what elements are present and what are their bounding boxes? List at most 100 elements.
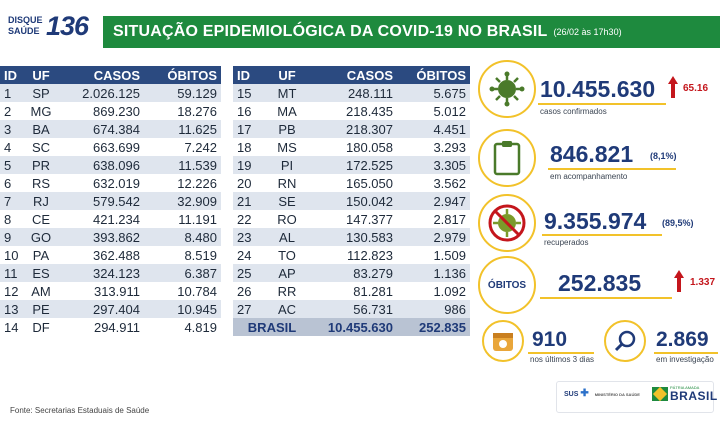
table-row: 6 RS 632.019 12.226 (0, 174, 221, 192)
row-uf: MG (24, 102, 58, 120)
row-obitos: 4.451 (397, 120, 470, 138)
row-id: 1 (0, 84, 24, 102)
row-uf: AM (24, 282, 58, 300)
row-casos: 2.026.125 (58, 84, 144, 102)
row-casos: 112.823 (311, 246, 397, 264)
underline-bar (528, 352, 594, 354)
stat-confirmados: 10.455.630 65.16 casos confirmados (478, 56, 720, 122)
row-casos: 632.019 (58, 174, 144, 192)
row-uf: SC (24, 138, 58, 156)
total-obitos: 252.835 (397, 318, 470, 336)
table-row: 21 SE 150.042 2.947 (233, 192, 470, 210)
row-id: 10 (0, 246, 24, 264)
recuperados-label: recuperados (544, 238, 589, 247)
row-uf: RN (263, 174, 311, 192)
underline-bar (548, 168, 676, 170)
table-row: 18 MS 180.058 3.293 (233, 138, 470, 156)
row-casos: 313.911 (58, 282, 144, 300)
col-id: ID (0, 66, 24, 84)
row-id: 4 (0, 138, 24, 156)
row-casos: 172.525 (311, 156, 397, 174)
row-id: 18 (233, 138, 263, 156)
states-table-left: ID UF CASOS ÓBITOS 1 SP 2.026.125 59.129 2 MG… (0, 66, 221, 336)
table-row: 20 RN 165.050 3.562 (233, 174, 470, 192)
row-id: 6 (0, 174, 24, 192)
stat-recuperados: 9.355.974 (89,5%) recuperados (478, 192, 720, 254)
recuperados-value: 9.355.974 (544, 208, 647, 234)
col-uf: UF (24, 66, 58, 84)
row-obitos: 2.947 (397, 192, 470, 210)
table-row: 13 PE 297.404 10.945 (0, 300, 221, 318)
row-casos: 165.050 (311, 174, 397, 192)
table-row: 17 PB 218.307 4.451 (233, 120, 470, 138)
row-obitos: 3.293 (397, 138, 470, 156)
title-bar: SITUAÇÃO EPIDEMIOLÓGICA DA COVID-19 NO B… (103, 16, 720, 48)
row-obitos: 11.625 (144, 120, 221, 138)
row-obitos: 6.387 (144, 264, 221, 282)
clipboard-icon (478, 129, 536, 187)
row-id: 5 (0, 156, 24, 174)
row-casos: 324.123 (58, 264, 144, 282)
table-row: 27 AC 56.731 986 (233, 300, 470, 318)
stat-obitos: ÓBITOS 252.835 1.337 (478, 256, 720, 314)
row-id: 15 (233, 84, 263, 102)
row-id: 9 (0, 228, 24, 246)
row-casos: 218.435 (311, 102, 397, 120)
row-casos: 83.279 (311, 264, 397, 282)
flag-icon (652, 387, 668, 401)
table-row: 4 SC 663.699 7.242 (0, 138, 221, 156)
row-uf: SP (24, 84, 58, 102)
row-id: 7 (0, 192, 24, 210)
row-uf: PB (263, 120, 311, 138)
table-row: 14 DF 294.911 4.819 (0, 318, 221, 336)
increase-arrow-icon (674, 270, 684, 292)
row-obitos: 1.509 (397, 246, 470, 264)
obitos-value: 252.835 (558, 270, 642, 296)
col-obitos: ÓBITOS (397, 66, 470, 84)
row-id: 2 (0, 102, 24, 120)
row-uf: CE (24, 210, 58, 228)
row-casos: 218.307 (311, 120, 397, 138)
row-uf: PI (263, 156, 311, 174)
plus-icon: ✚ (580, 388, 589, 399)
ultimos-label: nos últimos 3 dias (530, 355, 595, 364)
row-uf: PA (24, 246, 58, 264)
row-casos: 147.377 (311, 210, 397, 228)
table-row: 19 PI 172.525 3.305 (233, 156, 470, 174)
table-row: 8 CE 421.234 11.191 (0, 210, 221, 228)
table-row: 22 RO 147.377 2.817 (233, 210, 470, 228)
table-row: 9 GO 393.862 8.480 (0, 228, 221, 246)
table-row: 26 RR 81.281 1.092 (233, 282, 470, 300)
total-label: BRASIL (233, 318, 311, 336)
row-obitos: 986 (397, 300, 470, 318)
row-obitos: 5.675 (397, 84, 470, 102)
row-id: 23 (233, 228, 263, 246)
row-obitos: 18.276 (144, 102, 221, 120)
row-id: 8 (0, 210, 24, 228)
row-id: 20 (233, 174, 263, 192)
row-casos: 297.404 (58, 300, 144, 318)
obitos-badge-label: ÓBITOS (487, 279, 527, 291)
calendar-icon (482, 320, 524, 362)
row-uf: SE (263, 192, 311, 210)
col-id: ID (233, 66, 263, 84)
row-obitos: 32.909 (144, 192, 221, 210)
table-row: 24 TO 112.823 1.509 (233, 246, 470, 264)
row-uf: RJ (24, 192, 58, 210)
confirmados-label: casos confirmados (540, 107, 607, 116)
acompanhamento-label: em acompanhamento (550, 172, 628, 181)
row-uf: DF (24, 318, 58, 336)
row-obitos: 59.129 (144, 84, 221, 102)
no-virus-icon (478, 194, 536, 252)
brasil-tagline: PÁTRIA AMADA (670, 385, 700, 390)
obitos-badge: ÓBITOS (478, 256, 536, 314)
row-id: 3 (0, 120, 24, 138)
stat-extra: 910 nos últimos 3 dias 2.869 em investig… (478, 318, 720, 370)
col-obitos: ÓBITOS (144, 66, 221, 84)
row-obitos: 10.945 (144, 300, 221, 318)
row-uf: AP (263, 264, 311, 282)
row-casos: 579.542 (58, 192, 144, 210)
row-casos: 81.281 (311, 282, 397, 300)
row-casos: 294.911 (58, 318, 144, 336)
row-obitos: 1.136 (397, 264, 470, 282)
